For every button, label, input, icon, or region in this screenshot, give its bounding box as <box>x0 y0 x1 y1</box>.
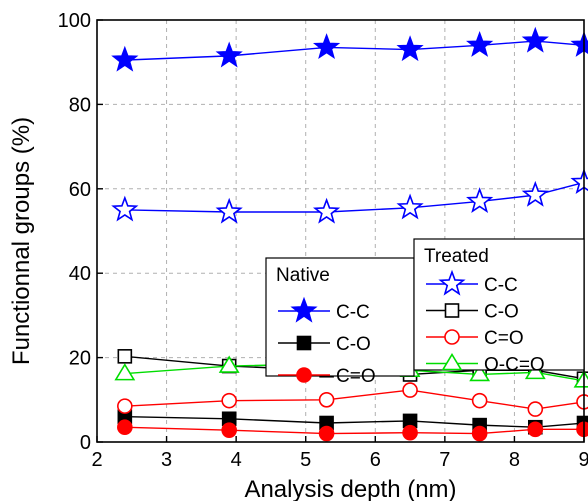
legend-entry-label: C-O <box>336 334 371 355</box>
legend-marker <box>296 367 312 383</box>
data-point <box>521 26 549 53</box>
data-point <box>521 180 549 207</box>
data-point <box>221 422 237 438</box>
data-point <box>312 197 341 224</box>
data-point <box>469 363 491 382</box>
data-point <box>312 33 341 60</box>
data-point <box>402 424 418 441</box>
x-tick-label: 6 <box>370 449 381 471</box>
data-point <box>527 421 544 438</box>
data-point <box>576 394 588 410</box>
data-point <box>117 349 133 364</box>
series-line <box>124 389 585 410</box>
legends: Native C-C C-O C=O Treated C-C C-O C=O O-C=O <box>265 238 585 387</box>
data-point <box>524 361 546 380</box>
data-point <box>570 31 588 57</box>
legend-marker <box>444 303 460 318</box>
legend-entry-label: C-C <box>336 302 370 323</box>
data-point <box>466 31 494 57</box>
legend-marker <box>296 335 312 351</box>
y-tick-label: 80 <box>69 94 91 116</box>
series-line <box>124 426 584 435</box>
x-tick-label: 7 <box>439 449 450 471</box>
legend-title: Native <box>276 265 330 286</box>
data-point <box>117 398 133 414</box>
x-tick-label: 2 <box>91 449 102 471</box>
y-tick-label: 0 <box>80 432 91 454</box>
legend-marker <box>444 329 460 345</box>
data-point <box>471 392 488 409</box>
legend-entry-label: C-O <box>484 302 519 323</box>
legend-title: Treated <box>424 246 489 267</box>
data-point <box>576 421 588 438</box>
data-point <box>402 382 418 398</box>
y-tick-label: 20 <box>69 348 91 370</box>
data-point <box>114 363 136 381</box>
series-treated-c-o <box>117 382 588 417</box>
y-tick-label: 60 <box>69 179 91 201</box>
legend-box <box>265 257 415 377</box>
legend-marker <box>290 296 318 323</box>
data-point <box>466 187 494 214</box>
data-point <box>215 41 243 68</box>
y-tick-label: 100 <box>58 10 91 32</box>
plot-frame <box>96 19 585 443</box>
series-line <box>124 181 585 213</box>
data-point <box>318 425 335 442</box>
legend-entry-label: C-C <box>484 275 518 296</box>
data-point <box>215 197 243 224</box>
data-point <box>396 35 424 62</box>
data-point <box>218 355 240 373</box>
series-layer <box>111 26 588 442</box>
legend-box <box>413 238 585 371</box>
x-tick-label: 3 <box>161 449 172 471</box>
y-axis-label: Functionnal groups (%) <box>8 117 35 365</box>
series-line <box>124 415 585 428</box>
data-point <box>471 425 488 442</box>
legend-marker <box>438 269 466 296</box>
legend-treated: Treated C-C C-O C=O O-C=O <box>413 238 585 376</box>
axis-ticks: 2 3 4 5 6 7 8 9 0 20 40 60 80 100 <box>58 10 588 471</box>
x-tick-label: 5 <box>300 449 311 471</box>
y-tick-label: 40 <box>69 263 91 285</box>
legend-marker <box>441 352 463 371</box>
series-native-c-o <box>117 419 588 442</box>
x-tick-label: 4 <box>231 449 242 471</box>
data-point <box>318 391 335 408</box>
x-tick-label: 9 <box>578 449 588 471</box>
legend-native: Native C-C C-O C=O <box>265 257 415 387</box>
data-point <box>111 195 139 222</box>
data-point <box>527 401 544 417</box>
legend-entry-label: C=O <box>336 366 376 387</box>
data-point <box>570 168 588 195</box>
x-tick-label: 8 <box>509 449 520 471</box>
legend-entry-label: O-C=O <box>484 355 545 376</box>
series-treated-c-c <box>111 168 588 224</box>
series-native-c-c <box>111 26 588 72</box>
legend-entry-label: C=O <box>484 328 524 349</box>
data-point <box>111 45 139 72</box>
data-point <box>117 419 133 436</box>
series-line <box>124 40 585 61</box>
data-point <box>396 193 424 220</box>
x-axis-label: Analysis depth (nm) <box>244 476 456 501</box>
data-point <box>221 392 237 409</box>
